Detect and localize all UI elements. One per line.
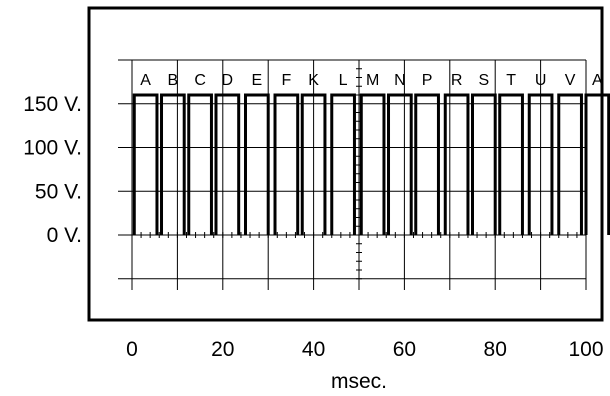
- x-tick-label: 0: [126, 338, 138, 361]
- pulse: [214, 93, 241, 235]
- pulse-label: K: [308, 72, 319, 89]
- x-tick-label: 80: [484, 338, 507, 361]
- pulse-label: M: [366, 72, 379, 89]
- pulse-label: N: [394, 72, 406, 89]
- pulse: [300, 93, 327, 235]
- pulse: [132, 93, 159, 235]
- pulse-label: S: [479, 72, 490, 89]
- x-tick-label: 20: [211, 338, 234, 361]
- pulse-label: T: [506, 72, 516, 89]
- pulse: [244, 93, 270, 235]
- pulse: [471, 93, 497, 235]
- x-tick-labels: 0 20 40 60 80 100: [126, 338, 603, 361]
- pulse-label: U: [535, 72, 547, 89]
- y-tick-label: 0 V.: [47, 224, 82, 247]
- pulse-label: B: [168, 72, 179, 89]
- y-tick-label: 150 V.: [23, 93, 82, 116]
- x-axis-title: msec.: [331, 370, 387, 393]
- x-tick-label: 100: [568, 338, 603, 361]
- pulse: [557, 93, 583, 235]
- x-tick-label: 60: [393, 338, 416, 361]
- pulse-label: P: [422, 72, 433, 89]
- y-tick-label: 50 V.: [35, 180, 82, 203]
- pulse-label: R: [451, 72, 463, 89]
- pulse: [414, 93, 440, 235]
- pulse-label: F: [281, 72, 291, 89]
- pulse-label: D: [222, 72, 234, 89]
- pulse: [527, 93, 554, 235]
- x-tick-label: 40: [302, 338, 325, 361]
- pulse: [584, 93, 610, 235]
- pulse-label: A: [592, 72, 603, 89]
- pulse: [498, 93, 524, 235]
- pulse: [330, 93, 356, 235]
- pulse-label: C: [194, 72, 206, 89]
- pulse: [160, 93, 186, 235]
- pulse-label: L: [339, 72, 348, 89]
- pulse-trace: [132, 93, 610, 235]
- pulse: [387, 93, 413, 235]
- y-tick-label: 100 V.: [23, 137, 82, 160]
- pulse-label: V: [565, 72, 576, 89]
- pulse: [359, 93, 386, 235]
- pulse-label: E: [252, 72, 263, 89]
- pulse: [187, 93, 213, 235]
- pulse: [443, 93, 470, 235]
- pulse: [273, 93, 300, 235]
- plot-frame: [87, 6, 604, 322]
- pulse-label: A: [140, 72, 151, 89]
- y-tick-labels: 150 V. 100 V. 50 V. 0 V.: [23, 93, 82, 247]
